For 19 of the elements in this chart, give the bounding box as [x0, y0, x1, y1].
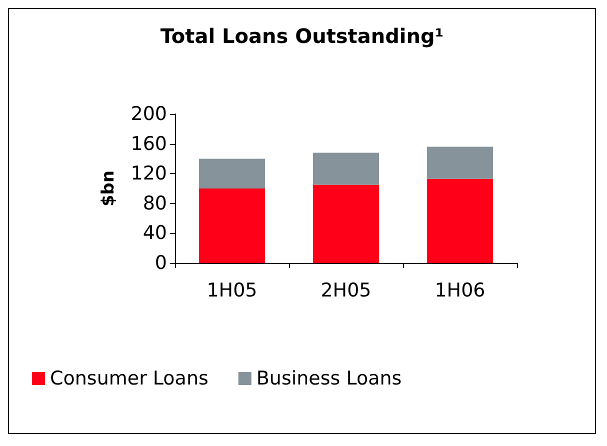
- y-tick-label: 40: [142, 222, 167, 244]
- legend-label: Consumer Loans: [50, 368, 208, 390]
- bar: [312, 184, 380, 263]
- bar: [198, 158, 266, 188]
- bar: [198, 188, 266, 263]
- bar: [312, 152, 380, 185]
- legend-label: Business Loans: [256, 368, 402, 390]
- y-tick-label: 0: [154, 252, 167, 274]
- x-tick-label: 1H06: [434, 280, 486, 302]
- y-tick-label: 80: [142, 192, 167, 214]
- y-axis-title: $bn: [98, 170, 118, 207]
- bar: [426, 178, 494, 263]
- y-tick-label: 160: [130, 132, 167, 155]
- y-tick-label: 200: [130, 103, 167, 125]
- x-tick-label: 2H05: [320, 280, 372, 302]
- y-tick-label: 120: [130, 162, 167, 185]
- chart-title: Total Loans Outstanding¹: [160, 24, 444, 48]
- bar: [426, 146, 494, 179]
- x-tick-label: 1H05: [206, 280, 258, 302]
